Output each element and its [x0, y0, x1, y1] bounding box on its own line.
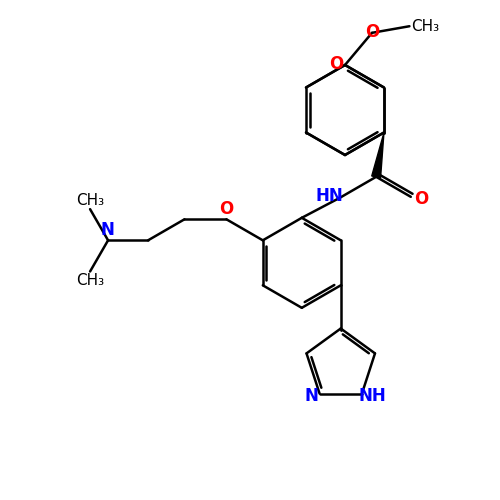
Text: O: O — [220, 200, 234, 218]
Text: CH₃: CH₃ — [76, 192, 104, 208]
Text: O: O — [365, 23, 379, 41]
Text: CH₃: CH₃ — [412, 18, 440, 34]
Polygon shape — [372, 132, 384, 178]
Text: N: N — [304, 386, 318, 404]
Text: CH₃: CH₃ — [76, 273, 104, 288]
Text: HN: HN — [316, 187, 344, 205]
Text: N: N — [100, 222, 114, 240]
Text: O: O — [329, 55, 343, 73]
Text: NH: NH — [358, 386, 386, 404]
Text: O: O — [414, 190, 428, 208]
